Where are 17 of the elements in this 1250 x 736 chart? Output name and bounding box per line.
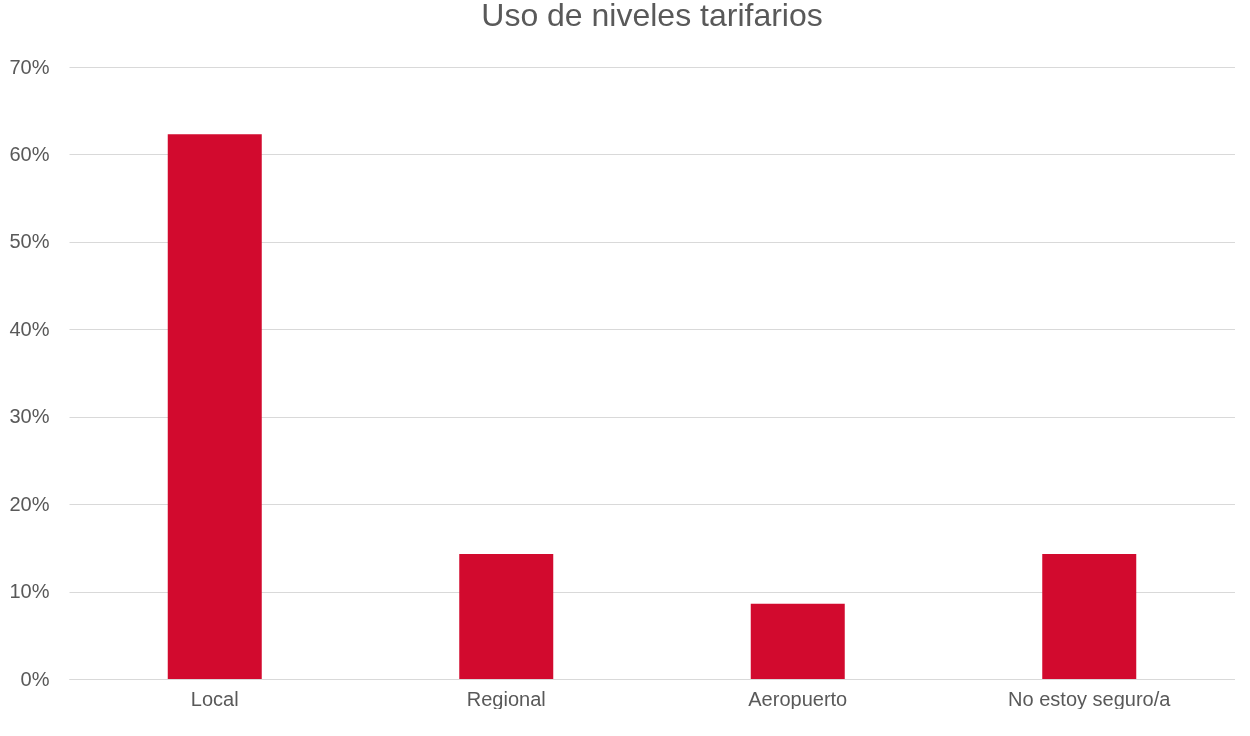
bar xyxy=(1042,553,1137,679)
y-tick-label: 40% xyxy=(9,317,50,340)
y-tick-label: 60% xyxy=(9,142,50,165)
x-tick-label: Regional xyxy=(466,687,546,710)
y-tick-label: 0% xyxy=(20,667,50,690)
y-tick-label: 70% xyxy=(9,55,50,78)
x-tick-label: Local xyxy=(190,687,239,710)
y-tick-label: 30% xyxy=(9,405,50,428)
bar xyxy=(459,553,554,679)
y-tick-label: 50% xyxy=(9,230,50,253)
y-tick-label: 20% xyxy=(9,492,50,515)
x-tick-label: Aeropuerto xyxy=(748,687,848,710)
bar xyxy=(750,603,845,679)
bar xyxy=(167,134,262,679)
y-tick-label: 10% xyxy=(9,580,50,603)
x-tick-label: No estoy seguro/a xyxy=(1008,687,1172,710)
chart-title: Uso de niveles tarifarios xyxy=(481,0,823,33)
